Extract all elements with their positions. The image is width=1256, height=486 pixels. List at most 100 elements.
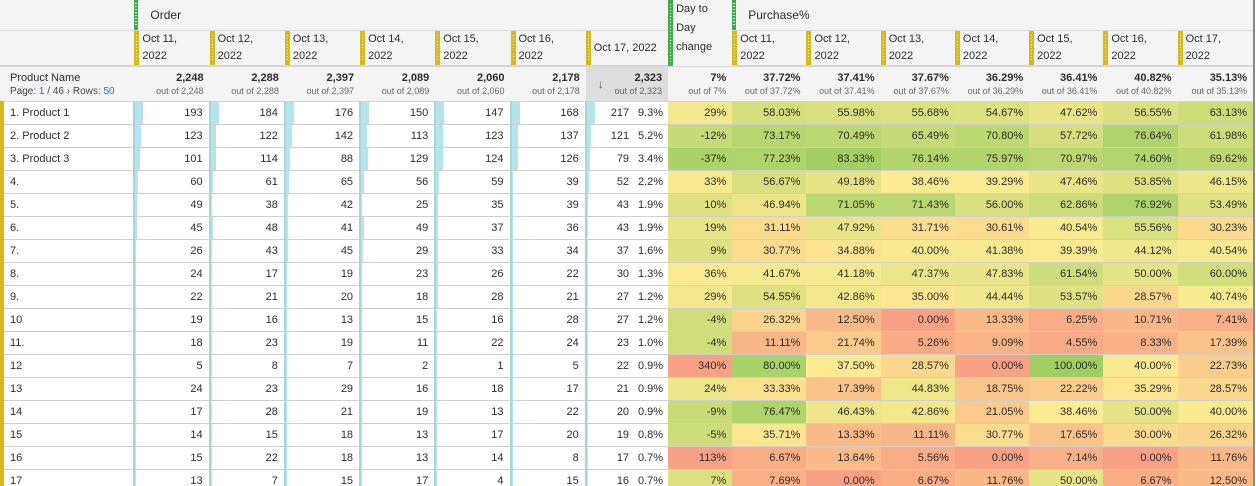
- product-name-cell[interactable]: 13: [0, 376, 135, 401]
- group-header-purchase[interactable]: Purchase%: [732, 0, 1253, 31]
- order-share-bar: [511, 194, 514, 216]
- order-share-bar: [436, 309, 438, 331]
- page-current-input[interactable]: 1: [38, 85, 45, 97]
- order-share-bar: [511, 424, 513, 446]
- product-name-cell[interactable]: 14: [0, 399, 135, 424]
- chevron-right-icon[interactable]: ›: [66, 85, 71, 97]
- product-name-cell[interactable]: 17: [0, 468, 135, 486]
- table-row[interactable]: 2. Product 2 123 122 142 113 123 137 121 5.2% -12…: [0, 123, 1253, 148]
- purchase-rate-cell: 47.46%: [1029, 170, 1104, 194]
- order-cell: 22: [509, 262, 586, 286]
- order-cell: 13: [133, 469, 210, 486]
- column-header-day-to-day-change[interactable]: Day to Day change: [668, 0, 733, 67]
- column-header-purchase-1[interactable]: Oct 12, 2022: [806, 30, 881, 67]
- table-row[interactable]: 14 17 28 21 19 13 22 20 0.9% -9% 76.47% 46.43% 42.86…: [0, 399, 1253, 424]
- table-row[interactable]: 9. 22 21 20 18 28 21 27 1.2% 29% 54.55% 42.86% 35.00…: [0, 284, 1253, 309]
- product-name-cell[interactable]: 6.: [0, 215, 135, 240]
- column-header-order-5[interactable]: Oct 16, 2022: [510, 30, 586, 67]
- table-row[interactable]: 4. 60 61 65 56 59 39 52 2.2% 33% 56.67% 49.18% 38.46…: [0, 169, 1253, 194]
- order-cell: 37: [434, 216, 511, 240]
- drag-handle-icon[interactable]: [806, 31, 812, 65]
- purchase-rate-cell: 9.09%: [954, 331, 1030, 355]
- drag-handle-icon[interactable]: [668, 0, 674, 66]
- column-header-purchase-2[interactable]: Oct 13, 2022: [880, 30, 955, 67]
- table-row[interactable]: 7. 26 43 45 29 33 34 37 1.6% 9% 30.77% 34.88% 40.00%…: [0, 238, 1253, 263]
- column-header-purchase-5[interactable]: Oct 16, 2022: [1103, 30, 1178, 67]
- drag-handle-icon[interactable]: [1103, 31, 1109, 65]
- order-cell: 15: [283, 469, 361, 486]
- purchase-rate-cell: 11.11%: [880, 423, 955, 447]
- product-name-cell[interactable]: 12: [0, 353, 135, 378]
- column-header-order-2[interactable]: Oct 13, 2022: [284, 30, 361, 67]
- table-row[interactable]: 16 15 22 18 13 14 8 17 0.7% 113% 6.67% 13.64% 5.56% 0…: [0, 445, 1253, 470]
- drag-handle-icon[interactable]: [134, 0, 139, 30]
- product-name-cell[interactable]: 4.: [0, 169, 135, 194]
- product-name-cell[interactable]: 3. Product 3: [0, 146, 135, 171]
- drag-handle-icon[interactable]: [954, 31, 960, 65]
- order-share-bar: [210, 148, 216, 170]
- sort-descending-arrow-icon[interactable]: ↓: [597, 77, 604, 91]
- day-to-day-change-cell: -12%: [668, 124, 733, 148]
- table-row[interactable]: 17 13 7 15 17 4 15 16 0.7% 7% 7.69% 0.00% 6.67% 11.76…: [0, 468, 1253, 486]
- drag-handle-icon[interactable]: [880, 31, 886, 65]
- column-header-purchase-4[interactable]: Oct 15, 2022: [1029, 30, 1104, 67]
- order-cell: 19 0.8%: [584, 423, 669, 447]
- product-name-cell[interactable]: 8.: [0, 261, 135, 286]
- table-row[interactable]: 8. 24 17 19 23 26 22 30 1.3% 36% 41.67% 41.18% 47.37…: [0, 261, 1253, 286]
- product-name-cell[interactable]: 11.: [0, 330, 135, 355]
- group-header-order[interactable]: Order: [134, 0, 669, 31]
- drag-handle-icon[interactable]: [732, 31, 738, 65]
- table-row[interactable]: 10 19 16 13 15 16 28 27 1.2% -4% 26.32% 12.50% 0.00%…: [0, 307, 1253, 332]
- drag-handle-icon[interactable]: [435, 31, 441, 65]
- drag-handle-icon[interactable]: [284, 31, 290, 65]
- purchase-rate-cell: 28.57%: [1177, 377, 1253, 401]
- table-row[interactable]: 12 5 8 7 2 1 5 22 0.9% 340% 80.00% 37.50% 28.57% 0.00…: [0, 353, 1253, 378]
- column-header-purchase-0[interactable]: Oct 11, 2022: [732, 30, 807, 67]
- purchase-rate-cell: 41.67%: [732, 262, 807, 286]
- table-row[interactable]: 5. 49 38 42 25 35 39 43 1.9% 10% 46.94% 71.05% 71.43…: [0, 192, 1253, 217]
- column-header-order-3[interactable]: Oct 14, 2022: [360, 30, 436, 67]
- drag-handle-icon[interactable]: [510, 31, 516, 65]
- order-share-bar: [511, 240, 514, 262]
- order-share-bar: [210, 286, 212, 308]
- product-name-cell[interactable]: 5.: [0, 192, 135, 217]
- order-cell: 35: [434, 193, 511, 217]
- product-name-cell[interactable]: 7.: [0, 238, 135, 263]
- column-header-purchase-6[interactable]: Oct 17, 2022: [1177, 30, 1253, 67]
- column-header-order-6[interactable]: Oct 17, 2022: [585, 30, 669, 67]
- product-name-cell[interactable]: 1. Product 1: [0, 100, 135, 125]
- column-header-order-0[interactable]: Oct 11, 2022: [134, 30, 210, 67]
- rows-per-page-select[interactable]: 50: [103, 85, 115, 97]
- drag-handle-icon[interactable]: [585, 31, 591, 65]
- order-share-bar: [586, 263, 588, 285]
- purchase-rate-cell: 53.85%: [1103, 170, 1178, 194]
- table-row[interactable]: 6. 45 48 41 49 37 36 43 1.9% 19% 31.11% 47.92% 31.71…: [0, 215, 1253, 240]
- column-header-purchase-3[interactable]: Oct 14, 2022: [954, 30, 1030, 67]
- product-name-cell[interactable]: 9.: [0, 284, 135, 309]
- table-row[interactable]: 3. Product 3 101 114 88 129 124 126 79 3.4% -37% 7…: [0, 146, 1253, 171]
- order-cell: 23 1.0%: [584, 331, 669, 355]
- drag-handle-icon[interactable]: [209, 31, 215, 65]
- order-cell: 28: [509, 308, 586, 332]
- drag-handle-icon[interactable]: [1177, 31, 1183, 65]
- product-name-cell[interactable]: 10: [0, 307, 135, 332]
- table-row[interactable]: 15 14 15 18 13 17 20 19 0.8% -5% 35.71% 13.33% 11.11…: [0, 422, 1253, 447]
- table-row[interactable]: 11. 18 23 19 11 22 24 23 1.0% -4% 11.11% 21.74% 5.26…: [0, 330, 1253, 355]
- drag-handle-icon[interactable]: [1029, 31, 1035, 65]
- product-name-cell[interactable]: 2. Product 2: [0, 123, 135, 148]
- purchase-rate-cell: 0.00%: [954, 446, 1030, 470]
- order-share-bar: [511, 102, 520, 124]
- drag-handle-icon[interactable]: [360, 31, 366, 65]
- product-name-cell[interactable]: 15: [0, 422, 135, 447]
- purchase-rate-cell: 73.17%: [732, 124, 807, 148]
- table-row[interactable]: 1. Product 1 193 184 176 150 147 168 217 9.3% 29%…: [0, 100, 1253, 125]
- order-share-bar: [210, 309, 212, 331]
- column-header-order-1[interactable]: Oct 12, 2022: [209, 30, 285, 67]
- drag-handle-icon[interactable]: [732, 0, 737, 30]
- drag-handle-icon[interactable]: [134, 31, 140, 65]
- product-name-cell[interactable]: 16: [0, 445, 135, 470]
- dimension-header[interactable]: Product Name Page: 1 / 46 › Rows: 50: [0, 66, 135, 102]
- column-header-order-4[interactable]: Oct 15, 2022: [435, 30, 511, 67]
- column-total-day-to-day: 7% out of 7%: [668, 66, 733, 102]
- table-row[interactable]: 13 24 23 29 16 18 17 21 0.9% 24% 33.33% 17.39% 44.83…: [0, 376, 1253, 401]
